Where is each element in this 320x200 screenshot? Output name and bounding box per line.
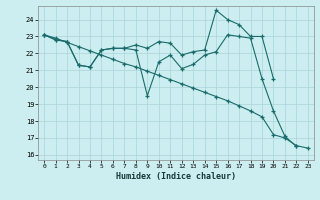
X-axis label: Humidex (Indice chaleur): Humidex (Indice chaleur) bbox=[116, 172, 236, 181]
